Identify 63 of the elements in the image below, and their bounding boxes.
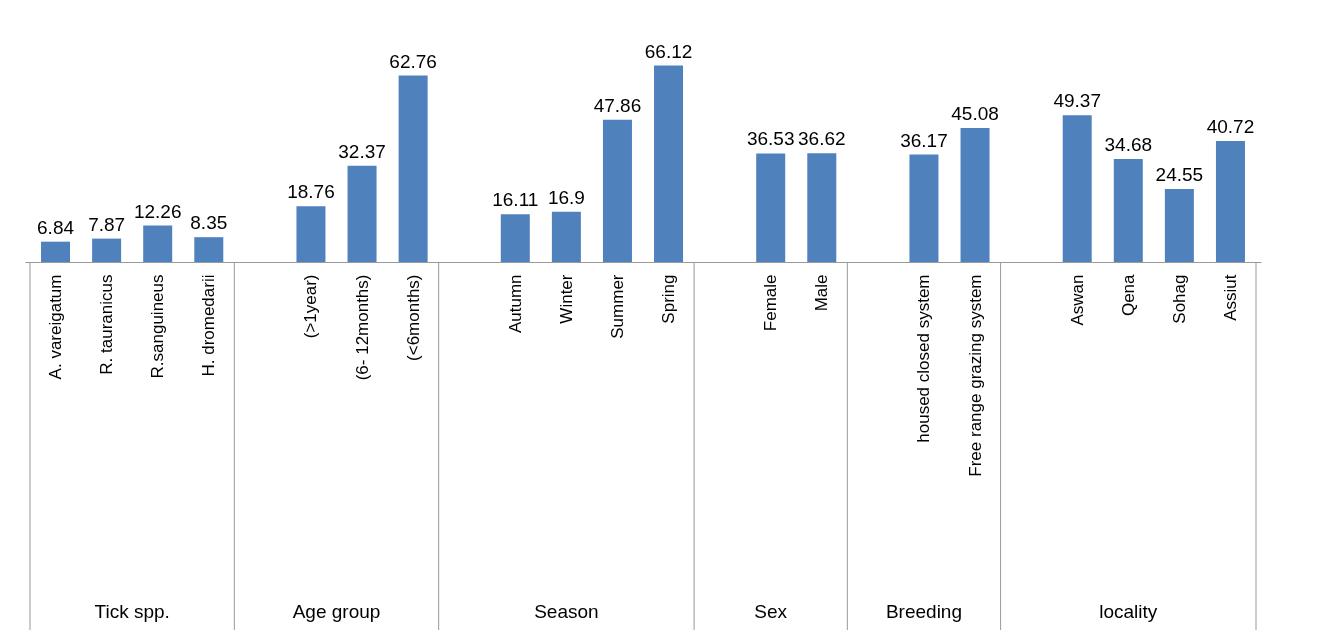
data-label: 47.86 [593, 94, 642, 116]
data-label: 49.37 [1053, 90, 1101, 112]
bar [654, 65, 684, 262]
text: Season [534, 601, 599, 622]
bar [551, 211, 581, 262]
text: Age group [292, 601, 381, 622]
bar [1062, 115, 1092, 262]
data-label: 12.26 [133, 200, 182, 222]
bar [143, 225, 173, 262]
data-label: 7.87 [88, 213, 126, 235]
data-label: 40.72 [1206, 116, 1255, 138]
x-tick-label: Qena [1118, 273, 1138, 317]
data-label: 36.17 [900, 129, 948, 151]
bar [500, 214, 530, 262]
x-tick-label: (<6months) [403, 274, 423, 361]
x-tick-label: Assiut [1220, 274, 1240, 321]
bar [602, 119, 632, 262]
x-tick-label: Female [761, 274, 781, 332]
x-tick-label: (6- 12months) [352, 274, 372, 381]
data-label: 8.35 [190, 212, 228, 234]
bar [960, 128, 990, 262]
x-tick-label: Winter [556, 274, 576, 324]
data-label: 18.76 [287, 181, 335, 203]
bar [909, 154, 939, 262]
x-tick-label: (>1year) [301, 274, 321, 339]
bar [92, 238, 122, 262]
text: Tick spp. [94, 601, 170, 622]
x-tick-label: Aswan [1067, 274, 1087, 326]
x-tick-label: Male [812, 274, 832, 312]
data-label: 36.53 [746, 128, 795, 150]
text: Breeding [885, 601, 962, 622]
x-tick-label: Free range grazing system [965, 274, 985, 477]
data-label: 45.08 [951, 103, 999, 125]
x-tick-label: R. tauranicus [97, 274, 117, 375]
data-label: 34.68 [1104, 133, 1153, 155]
text: locality [1099, 601, 1158, 622]
bar [296, 206, 326, 262]
bar [347, 165, 377, 262]
data-label: 6.84 [37, 216, 75, 238]
x-tick-label: Autumn [505, 274, 525, 334]
bar [194, 237, 224, 262]
data-label: 32.37 [338, 140, 386, 162]
text: Sex [754, 601, 788, 622]
bar [1113, 158, 1143, 262]
bar [1164, 189, 1194, 262]
data-label: 36.62 [798, 128, 846, 150]
x-tick-label: Sohag [1169, 274, 1189, 324]
bar [756, 153, 786, 262]
data-label: 62.76 [389, 50, 437, 72]
bar [1215, 141, 1245, 262]
x-tick-label: Summer [607, 274, 627, 339]
x-tick-label: A. vareigatum [46, 274, 66, 380]
x-tick-label: R.sanguineus [148, 274, 168, 379]
bar [41, 241, 71, 262]
data-label: 66.12 [644, 40, 693, 62]
data-label: 24.55 [1155, 164, 1204, 186]
bar [398, 75, 428, 262]
bar [807, 153, 837, 262]
x-tick-label: housed closed system [914, 274, 934, 443]
x-tick-label: H. dromedarii [199, 274, 219, 377]
data-label: 16.11 [492, 189, 539, 211]
x-tick-label: Spring [659, 274, 679, 324]
data-label: 16.9 [547, 186, 585, 208]
